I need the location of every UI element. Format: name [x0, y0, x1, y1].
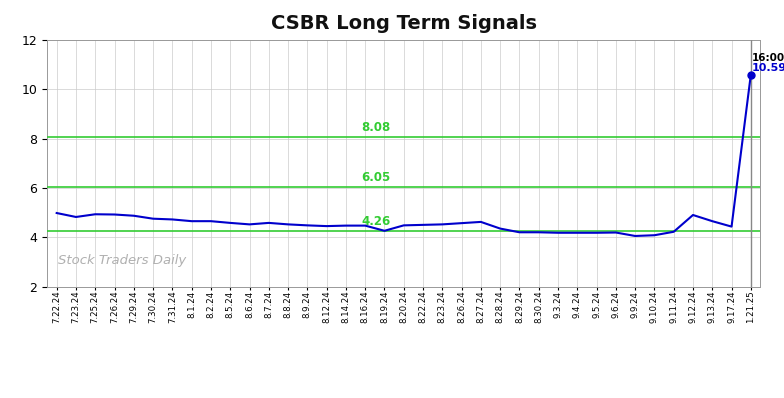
Text: 6.05: 6.05 [361, 171, 390, 184]
Title: CSBR Long Term Signals: CSBR Long Term Signals [270, 14, 537, 33]
Text: 4.26: 4.26 [361, 215, 390, 228]
Text: 16:00: 16:00 [752, 53, 784, 64]
Text: 10.59: 10.59 [752, 63, 784, 73]
Text: Stock Traders Daily: Stock Traders Daily [58, 254, 186, 267]
Text: 8.08: 8.08 [361, 121, 390, 134]
